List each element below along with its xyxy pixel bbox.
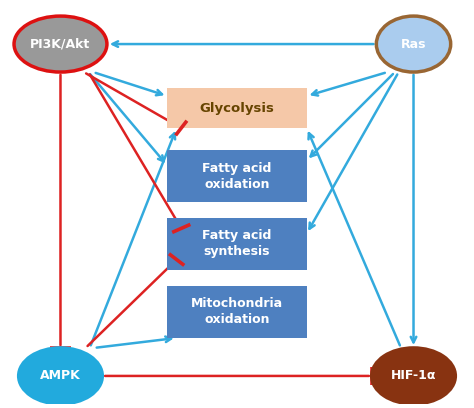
FancyBboxPatch shape <box>167 286 307 338</box>
FancyBboxPatch shape <box>167 88 307 128</box>
FancyBboxPatch shape <box>167 150 307 202</box>
FancyBboxPatch shape <box>167 218 307 270</box>
Text: Mitochondria
oxidation: Mitochondria oxidation <box>191 297 283 326</box>
Text: AMPK: AMPK <box>40 369 81 382</box>
Text: Ras: Ras <box>401 38 426 51</box>
Ellipse shape <box>372 348 456 404</box>
Text: Glycolysis: Glycolysis <box>200 102 274 115</box>
Ellipse shape <box>376 16 451 72</box>
Text: PI3K/Akt: PI3K/Akt <box>30 38 91 51</box>
Ellipse shape <box>14 16 107 72</box>
Ellipse shape <box>18 348 102 404</box>
Text: Fatty acid
oxidation: Fatty acid oxidation <box>202 162 272 191</box>
Text: HIF-1α: HIF-1α <box>391 369 436 382</box>
Text: Fatty acid
synthesis: Fatty acid synthesis <box>202 229 272 259</box>
